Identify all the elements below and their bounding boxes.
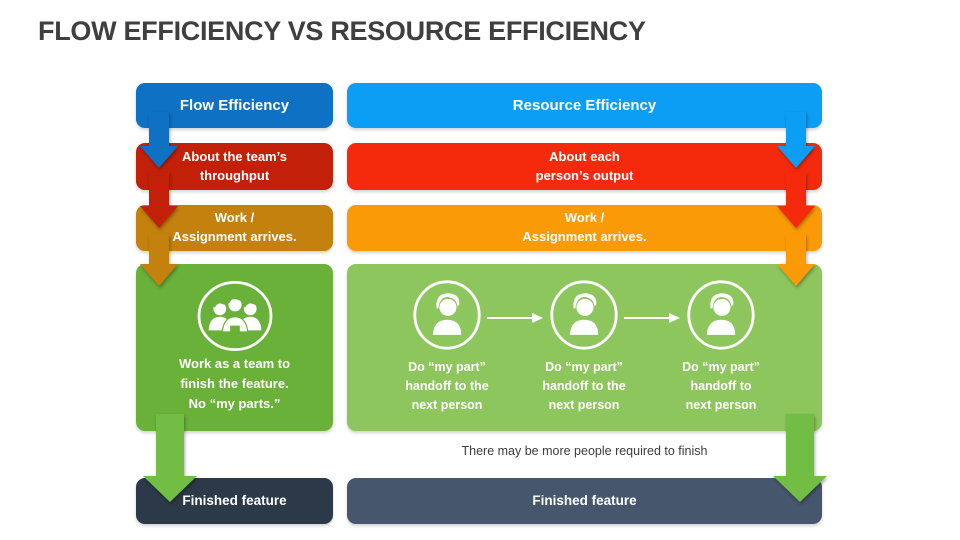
worker-item: Do “my part” handoff to the next person — [379, 279, 515, 415]
worker1-line3: next person — [411, 398, 483, 412]
resource-finished-box: Finished feature — [347, 478, 822, 524]
resource-about-box: About each person’s output — [347, 143, 822, 190]
flow-header-label: Flow Efficiency — [179, 96, 290, 114]
down-arrow-icon — [777, 172, 815, 228]
down-arrow-icon — [777, 112, 815, 168]
worker-item: Do “my part” handoff to next person — [653, 279, 789, 415]
right-arrow-icon — [624, 311, 680, 325]
worker-text: Do “my part” handoff to next person — [653, 358, 789, 415]
worker2-line2: handoff to the — [542, 379, 626, 393]
flow-team-line3: No “my parts.” — [188, 396, 281, 411]
worker2-line1: Do “my part” — [545, 360, 623, 374]
resource-about-line1: About each — [549, 148, 620, 164]
right-arrow-icon — [487, 311, 543, 325]
person-icon — [516, 279, 652, 351]
down-arrow-icon — [140, 234, 178, 286]
worker3-line2: handoff to — [690, 379, 752, 393]
worker-text: Do “my part” handoff to the next person — [379, 358, 515, 415]
page-title: FLOW EFFICIENCY VS RESOURCE EFFICIENCY — [38, 16, 646, 46]
resource-about-line2: person’s output — [535, 167, 634, 183]
resource-work-line1: Work / — [564, 210, 605, 226]
down-arrow-icon — [777, 234, 815, 286]
resource-workers-box: Do “my part” handoff to the next person — [347, 264, 822, 431]
resource-header-label: Resource Efficiency — [512, 96, 657, 114]
flow-about-line2: throughput — [199, 167, 270, 183]
flow-about-line1: About the team’s — [182, 148, 287, 164]
worker1-line2: handoff to the — [405, 379, 489, 393]
resource-finished-label: Finished feature — [532, 493, 637, 509]
flow-work-line1: Work / — [214, 210, 255, 226]
flow-finished-label: Finished feature — [182, 493, 287, 509]
worker1-line1: Do “my part” — [408, 360, 486, 374]
down-arrow-icon — [140, 112, 178, 168]
worker-item: Do “my part” handoff to the next person — [516, 279, 652, 415]
person-icon — [653, 279, 789, 351]
flow-team-line1: Work as a team to — [178, 356, 291, 371]
down-arrow-icon — [773, 414, 827, 502]
worker3-line3: next person — [685, 398, 757, 412]
team-icon — [195, 279, 275, 353]
flow-team-box: Work as a team to finish the feature. No… — [136, 264, 333, 431]
worker2-line3: next person — [548, 398, 620, 412]
flow-work-line2: Assignment arrives. — [172, 229, 297, 244]
resource-work-box: Work / Assignment arrives. — [347, 205, 822, 251]
resource-note: There may be more people required to fin… — [461, 444, 708, 458]
resource-header-box: Resource Efficiency — [347, 83, 822, 128]
flow-team-text: Work as a team to finish the feature. No… — [136, 354, 333, 414]
flow-team-line2: finish the feature. — [180, 376, 289, 391]
down-arrow-icon — [140, 172, 178, 228]
worker-text: Do “my part” handoff to the next person — [516, 358, 652, 415]
down-arrow-icon — [143, 414, 197, 502]
worker3-line1: Do “my part” — [682, 360, 760, 374]
person-icon — [379, 279, 515, 351]
resource-work-line2: Assignment arrives. — [522, 229, 647, 244]
